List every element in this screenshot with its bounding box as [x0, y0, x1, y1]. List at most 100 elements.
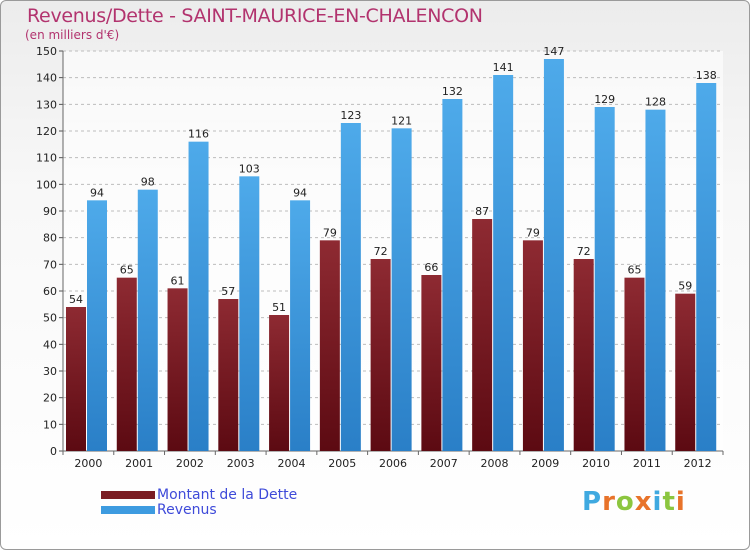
debt-bar	[522, 240, 543, 451]
revenue-bar-label: 94	[90, 186, 104, 199]
debt-bar-label: 57	[221, 285, 235, 298]
debt-bar-label: 72	[374, 245, 388, 258]
debt-bar-label: 65	[627, 264, 641, 277]
debt-bar-label: 54	[69, 293, 83, 306]
debt-bar	[218, 299, 239, 451]
revenue-bar-label: 121	[391, 114, 412, 127]
y-tick-label: 90	[43, 205, 57, 218]
legend: Montant de la Dette Revenus	[101, 486, 298, 518]
y-tick-label: 50	[43, 312, 57, 325]
debt-bar	[319, 240, 340, 451]
debt-bar-label: 61	[171, 274, 185, 287]
x-tick-label: 2006	[379, 457, 407, 470]
x-tick-label: 2001	[125, 457, 153, 470]
y-tick-label: 10	[43, 418, 57, 431]
revenue-bar	[442, 99, 463, 451]
logo-letter: r	[602, 487, 616, 517]
revenue-bar	[594, 107, 615, 451]
y-tick-label: 40	[43, 338, 57, 351]
x-tick-label: 2008	[481, 457, 509, 470]
revenue-bar-label: 94	[293, 186, 307, 199]
y-tick-label: 30	[43, 365, 57, 378]
chart-subtitle: (en milliers d'€)	[25, 28, 120, 42]
y-tick-label: 130	[36, 98, 57, 111]
debt-bar-label: 79	[526, 226, 540, 239]
revenue-bar-label: 147	[543, 45, 564, 58]
debt-bar	[370, 259, 391, 451]
legend-label-debt: Montant de la Dette	[157, 486, 298, 503]
revenue-bar-label: 132	[442, 85, 463, 98]
debt-bar-label: 51	[272, 301, 286, 314]
revenue-bar-label: 129	[594, 93, 615, 106]
revenue-bar-label: 141	[493, 61, 514, 74]
debt-bar	[573, 259, 594, 451]
debt-bar	[269, 315, 290, 451]
revenue-bar-label: 116	[188, 128, 209, 141]
debt-bar	[675, 293, 696, 451]
x-tick-label: 2005	[328, 457, 356, 470]
logo-letter: t	[662, 487, 676, 517]
revenue-bar	[188, 141, 209, 451]
revenue-bar	[391, 128, 412, 451]
debt-bar	[167, 288, 188, 451]
revenue-bar-label: 103	[239, 162, 260, 175]
debt-bar-label: 87	[475, 205, 489, 218]
revenue-bar	[290, 200, 311, 451]
revenue-bar	[340, 123, 361, 451]
legend-label-revenue: Revenus	[157, 501, 217, 518]
revenue-bar-label: 123	[340, 109, 361, 122]
y-tick-label: 20	[43, 392, 57, 405]
x-tick-label: 2007	[430, 457, 458, 470]
revenue-bar	[137, 189, 158, 451]
revenue-bar	[87, 200, 107, 451]
x-tick-label: 2009	[531, 457, 559, 470]
debt-bar-label: 59	[678, 280, 692, 293]
x-tick-label: 2011	[633, 457, 661, 470]
logo-letter: i	[675, 487, 686, 517]
logo-letter: i	[652, 487, 663, 517]
y-tick-label: 0	[50, 445, 57, 458]
debt-bar-label: 65	[120, 264, 134, 277]
debt-bar	[472, 219, 493, 451]
y-tick-label: 140	[36, 72, 57, 85]
proxiti-logo: Proxiti	[582, 487, 686, 517]
legend-item-revenue: Revenus	[101, 501, 297, 518]
debt-bar	[116, 277, 137, 451]
debt-bar-label: 72	[577, 245, 591, 258]
y-tick-label: 70	[43, 258, 57, 271]
y-tick-label: 150	[36, 45, 57, 58]
legend-swatch-revenue	[101, 505, 155, 514]
revenue-bar-label: 98	[141, 176, 155, 189]
debt-bar-label: 79	[323, 226, 337, 239]
x-tick-label: 2010	[582, 457, 610, 470]
legend-item-debt: Montant de la Dette	[101, 486, 298, 503]
revenue-bar-label: 138	[696, 69, 717, 82]
y-tick-label: 110	[36, 152, 57, 165]
x-tick-label: 2004	[277, 457, 305, 470]
y-tick-label: 100	[36, 178, 57, 191]
chart-title: Revenus/Dette - SAINT-MAURICE-EN-CHALENC…	[27, 5, 483, 27]
x-tick-label: 2002	[176, 457, 204, 470]
y-tick-label: 80	[43, 232, 57, 245]
debt-bar-label: 66	[424, 261, 438, 274]
debt-bar	[624, 277, 645, 451]
revenue-bar	[493, 75, 514, 451]
x-tick-label: 2012	[684, 457, 712, 470]
logo-letter: o	[615, 487, 635, 517]
revenue-bar	[239, 176, 260, 452]
debt-bar	[421, 275, 442, 451]
y-tick-label: 60	[43, 285, 57, 298]
x-tick-label: 2003	[227, 457, 255, 470]
revenue-bar-label: 128	[645, 96, 666, 109]
revenue-bar	[696, 83, 717, 451]
revenue-bar	[543, 59, 564, 451]
logo-letter: x	[634, 487, 653, 517]
debt-bar	[66, 307, 86, 451]
x-tick-label: 2000	[74, 457, 102, 470]
logo-letter: P	[582, 487, 603, 517]
revenue-bar	[645, 109, 666, 452]
y-tick-label: 120	[36, 125, 57, 138]
legend-swatch-debt	[101, 490, 155, 499]
